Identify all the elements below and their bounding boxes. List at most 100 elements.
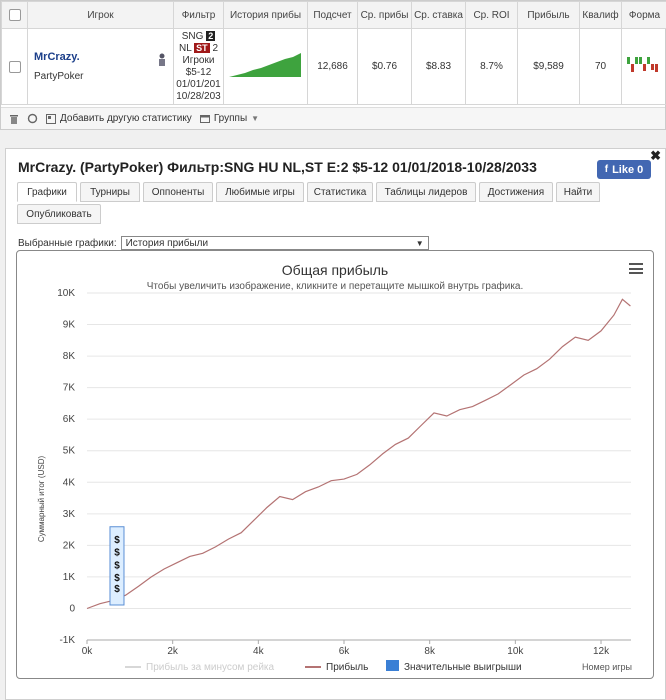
tab-tournaments[interactable]: Турниры bbox=[80, 182, 140, 202]
avg-profit-cell: $0.76 bbox=[357, 28, 412, 105]
chart-svg: Общая прибыль Чтобы увеличить изображени… bbox=[37, 262, 632, 673]
count-cell: 12,686 bbox=[307, 28, 358, 105]
legend-item-rake[interactable]: Прибыль за минусом рейка bbox=[146, 661, 275, 673]
legend-item-big-wins[interactable]: Значительные выигрыши bbox=[404, 662, 522, 673]
tab-favorite-games[interactable]: Любимые игры bbox=[216, 182, 304, 202]
filter-game: SNG bbox=[181, 30, 204, 42]
tab-publish[interactable]: Опубликовать bbox=[17, 204, 101, 224]
stats-toolbar: Добавить другую статистику Группы ▼ bbox=[1, 107, 665, 129]
stats-panel: Игрок Фильтр История прибы Подсчет Ср. п… bbox=[0, 0, 666, 130]
groups-label: Группы bbox=[213, 113, 248, 124]
chart-select-row: Выбранные графики: История прибыли ▼ bbox=[18, 236, 429, 250]
like-label: Like 0 bbox=[612, 163, 644, 176]
y-tick-label: 9K bbox=[63, 320, 76, 331]
row-checkbox[interactable] bbox=[8, 60, 21, 73]
y-tick-label: 6K bbox=[63, 414, 76, 425]
big-win-marker[interactable]: $ bbox=[114, 560, 120, 571]
history-sparkline-cell[interactable] bbox=[223, 28, 308, 105]
chart-subtitle: Чтобы увеличить изображение, кликните и … bbox=[147, 280, 524, 292]
avg-stake-cell: $8.83 bbox=[411, 28, 466, 105]
add-stat-button[interactable]: Добавить другую статистику bbox=[46, 113, 192, 124]
y-tick-label: 1K bbox=[63, 572, 76, 583]
chart-select-value: История прибыли bbox=[125, 237, 209, 249]
page-title: MrCrazy. (PartyPoker) Фильтр:SNG HU NL,S… bbox=[18, 159, 537, 175]
col-header-player[interactable]: Игрок bbox=[27, 1, 174, 29]
chart-title: Общая прибыль bbox=[282, 262, 388, 278]
col-header-avg-profit[interactable]: Ср. прибы bbox=[357, 1, 412, 29]
col-header-avg-stake[interactable]: Ср. ставка bbox=[411, 1, 466, 29]
player-avatar-icon bbox=[159, 53, 165, 66]
filter-stakes: $5-12 bbox=[185, 66, 212, 78]
delete-button[interactable] bbox=[9, 113, 19, 124]
big-wins-group[interactable] bbox=[109, 526, 125, 606]
x-tick-label: 6k bbox=[339, 646, 351, 657]
chevron-down-icon: ▼ bbox=[251, 114, 260, 123]
y-tick-label: 7K bbox=[63, 383, 76, 394]
y-tick-label: 10K bbox=[57, 288, 75, 299]
row-checkbox-cell[interactable] bbox=[1, 28, 28, 105]
big-wins-markers[interactable]: $$$$$ bbox=[109, 526, 125, 606]
groups-icon bbox=[199, 114, 210, 123]
tab-opponents[interactable]: Оппоненты bbox=[143, 182, 213, 202]
y-tick-labels: -1K 0 1K 2K 3K 4K 5K 6K 7K 8K 9K 10K bbox=[57, 288, 75, 646]
chart-legend: Прибыль за минусом рейка Прибыль Значите… bbox=[125, 660, 522, 673]
legend-swatch-big-wins bbox=[386, 660, 399, 671]
tab-charts[interactable]: Графики bbox=[17, 182, 77, 202]
stats-table: Игрок Фильтр История прибы Подсчет Ср. п… bbox=[1, 1, 666, 105]
filter-date-from: 01/01/201 bbox=[176, 78, 221, 90]
table-row: MrCrazy. PartyPoker SNG 2 NL ST 2 Игроки… bbox=[1, 28, 666, 105]
filter-badge-e: 2 bbox=[212, 42, 219, 54]
x-axis-label: Номер игры bbox=[582, 662, 632, 672]
facebook-like-button[interactable]: f Like 0 bbox=[597, 160, 651, 179]
select-all-header[interactable] bbox=[1, 1, 28, 29]
refresh-icon bbox=[27, 113, 38, 124]
profit-sparkline bbox=[228, 53, 301, 77]
form-bars bbox=[626, 57, 658, 72]
big-win-marker[interactable]: $ bbox=[114, 535, 120, 546]
player-cell: MrCrazy. PartyPoker bbox=[27, 28, 174, 105]
col-header-history[interactable]: История прибы bbox=[223, 1, 308, 29]
chart-menu-icon[interactable] bbox=[629, 263, 643, 274]
big-win-marker[interactable]: $ bbox=[114, 548, 120, 559]
filter-nl: NL bbox=[178, 42, 192, 54]
big-win-marker[interactable]: $ bbox=[114, 573, 120, 584]
add-stat-label: Добавить другую статистику bbox=[60, 113, 192, 124]
filter-badge-2: 2 bbox=[206, 30, 216, 41]
close-icon[interactable]: ✖ bbox=[650, 148, 661, 163]
col-header-avg-roi[interactable]: Ср. ROI bbox=[465, 1, 518, 29]
col-header-form[interactable]: Форма bbox=[621, 1, 666, 29]
refresh-button[interactable] bbox=[27, 113, 38, 124]
player-name-link[interactable]: MrCrazy. bbox=[34, 51, 80, 63]
y-tick-label: 4K bbox=[63, 477, 76, 488]
tab-find[interactable]: Найти bbox=[556, 182, 600, 202]
legend-item-profit[interactable]: Прибыль bbox=[326, 661, 368, 673]
add-stat-icon bbox=[46, 113, 56, 124]
profit-cell: $9,589 bbox=[517, 28, 580, 105]
x-tick-label: 4k bbox=[253, 646, 265, 657]
grid-layer bbox=[87, 292, 631, 641]
x-tick-label: 2k bbox=[167, 646, 179, 657]
series-line-profit bbox=[86, 298, 631, 610]
col-header-qualif[interactable]: Квалиф bbox=[579, 1, 622, 29]
form-cell bbox=[621, 28, 666, 105]
chart-select[interactable]: История прибыли ▼ bbox=[120, 236, 429, 250]
col-header-count[interactable]: Подсчет bbox=[307, 1, 358, 29]
tab-leaderboards[interactable]: Таблицы лидеров bbox=[376, 182, 476, 202]
filter-badge-st: ST bbox=[194, 42, 210, 53]
y-tick-label: 5K bbox=[63, 446, 76, 457]
big-win-marker[interactable]: $ bbox=[114, 584, 120, 595]
select-all-checkbox[interactable] bbox=[8, 9, 21, 21]
qualif-cell: 70 bbox=[579, 28, 622, 105]
col-header-filter[interactable]: Фильтр bbox=[173, 1, 224, 29]
x-tick-label: 12k bbox=[593, 646, 610, 657]
tab-achievements[interactable]: Достижения bbox=[479, 182, 553, 202]
tab-statistics[interactable]: Статистика bbox=[307, 182, 373, 202]
groups-button[interactable]: Группы ▼ bbox=[199, 113, 260, 124]
x-tick-labels: 0k 2k 4k 6k 8k 10k 12k bbox=[82, 639, 631, 657]
profit-chart[interactable]: Общая прибыль Чтобы увеличить изображени… bbox=[16, 250, 654, 679]
col-header-profit[interactable]: Прибыль bbox=[517, 1, 580, 29]
filter-cell: SNG 2 NL ST 2 Игроки $5-12 01/01/201 10/… bbox=[173, 28, 224, 105]
filter-players: Игроки bbox=[182, 54, 215, 66]
y-tick-label: 0 bbox=[69, 603, 75, 614]
trash-icon bbox=[10, 115, 18, 124]
